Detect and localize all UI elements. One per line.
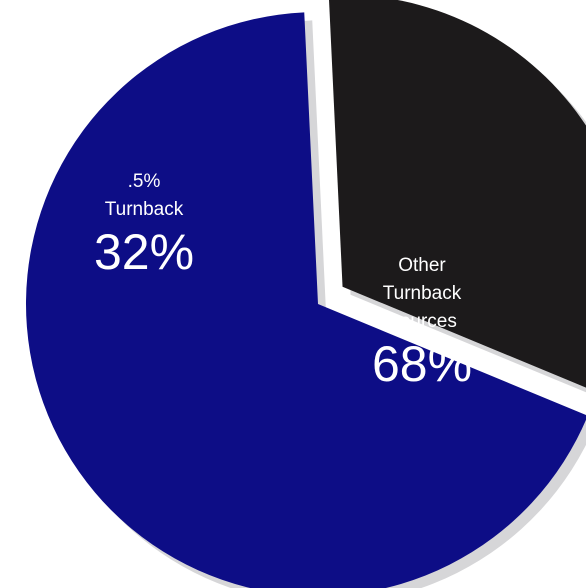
- slice-label-line: Other: [398, 255, 446, 276]
- slice-label-line: Turnback: [105, 199, 184, 220]
- slice-value-label: 68%: [372, 336, 472, 392]
- slice-label-line: Sources: [387, 311, 457, 332]
- pie-slice-2: [26, 12, 586, 588]
- pie-slice-1: [329, 0, 586, 388]
- slice-labels: .5% Turnback 32% Other Turnback Sources 68%: [94, 171, 472, 392]
- slice-value-label: 32%: [94, 224, 194, 280]
- pie-slices: [26, 0, 586, 588]
- slice-label-line: Turnback: [383, 283, 462, 304]
- slice-label-line: .5%: [128, 171, 161, 192]
